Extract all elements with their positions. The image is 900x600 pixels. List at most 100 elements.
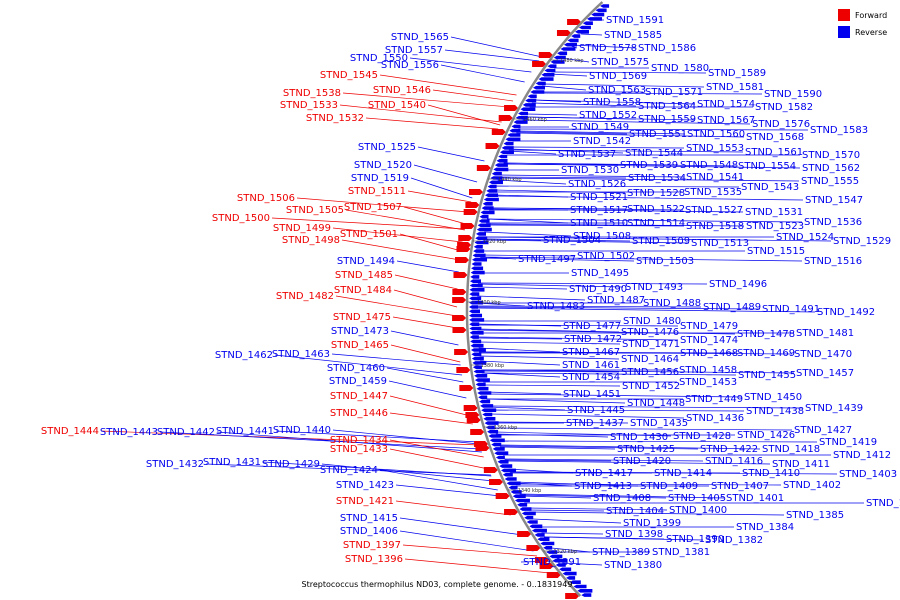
label-connector-line xyxy=(477,307,816,313)
gene-label-reverse: STND_1440 xyxy=(273,425,331,436)
label-connector-line xyxy=(509,471,838,475)
reverse-gene-arrow-80 xyxy=(470,348,486,352)
reverse-gene-arrow-49 xyxy=(479,214,489,219)
label-connector-line xyxy=(389,395,471,417)
label-connector-line xyxy=(537,92,763,95)
gene-label-forward: STND_1501 xyxy=(340,229,398,240)
label-connector-line xyxy=(339,104,502,123)
label-connector-line xyxy=(440,64,525,83)
gene-label-reverse: STND_1409 xyxy=(640,481,698,492)
label-connector-line xyxy=(394,274,458,290)
reverse-gene-arrow-13 xyxy=(550,60,565,64)
label-connector-line xyxy=(503,163,801,169)
label-connector-line xyxy=(516,131,628,135)
reverse-gene-arrow-51 xyxy=(477,223,491,228)
label-connector-line xyxy=(493,427,793,431)
label-connector-line xyxy=(499,174,685,178)
reverse-gene-arrow-84 xyxy=(472,365,482,369)
forward-gene-arrow-34 xyxy=(504,509,519,515)
reverse-gene-arrow-88 xyxy=(475,382,486,387)
label-connector-line xyxy=(399,233,462,252)
gene-label-reverse: STND_1413 xyxy=(574,481,632,492)
gene-label-reverse: STND_1528 xyxy=(627,188,685,199)
kbp-ticks: 1480 kbp 1460 kbp 1440 kbp 1420 kbp 1400 kbp… xyxy=(467,58,584,555)
gene-label-reverse: STND_1472 xyxy=(564,334,622,345)
label-connector-line xyxy=(480,256,803,262)
gene-label-reverse: STND_1390 xyxy=(666,534,724,545)
forward-gene-arrow-6 xyxy=(491,129,506,135)
gene-label-reverse: STND_1516 xyxy=(804,256,862,267)
gene-label-reverse: STND_1515 xyxy=(747,246,805,257)
forward-gene-arrow-9 xyxy=(469,189,484,195)
gene-label-reverse: STND_1442 xyxy=(157,427,215,438)
reverse-gene-arrow-38 xyxy=(493,167,509,172)
gene-label-reverse: STND_1385 xyxy=(786,510,844,521)
gene-label-reverse: STND_1561 xyxy=(745,147,803,158)
gene-label-reverse: STND_1549 xyxy=(571,122,629,133)
reverse-gene-arrow-56 xyxy=(473,245,483,249)
reverse-gene-arrow-7 xyxy=(571,34,581,38)
reverse-gene-arrow-2 xyxy=(591,12,605,17)
label-connector-line xyxy=(403,206,467,225)
kbp-tick-label: 1340 kbp xyxy=(518,488,542,494)
gene-label-reverse: STND_1548 xyxy=(680,160,738,171)
label-connector-line xyxy=(498,176,627,179)
gene-label-reverse: STND_1480 xyxy=(623,316,681,327)
gene-label-reverse: STND_1422 xyxy=(700,444,758,455)
label-connector-line xyxy=(341,239,461,261)
gene-label-forward: STND_1546 xyxy=(373,85,431,96)
gene-label-reverse: STND_1460 xyxy=(327,363,385,374)
reverse-gene-arrow-24 xyxy=(520,107,536,111)
reverse-gene-arrow-52 xyxy=(476,227,492,232)
label-connector-line xyxy=(487,218,803,223)
label-connector-line xyxy=(505,460,771,465)
label-connector-line xyxy=(504,458,704,462)
label-connector-line xyxy=(533,99,696,105)
gene-label-reverse: STND_1401 xyxy=(726,493,784,504)
gene-label-reverse: STND_1425 xyxy=(617,444,675,455)
gene-label-reverse: STND_1398 xyxy=(605,529,663,540)
reverse-gene-arrow-90 xyxy=(477,391,492,395)
gene-label-reverse: STND_1429 xyxy=(262,459,320,470)
gene-label-reverse: STND_1536 xyxy=(804,217,862,228)
gene-label-reverse: STND_1553 xyxy=(686,143,744,154)
label-connector-line xyxy=(477,323,562,327)
label-connector-line xyxy=(410,177,473,199)
gene-label-reverse: STND_1470 xyxy=(794,349,852,360)
label-connector-line xyxy=(477,324,679,327)
forward-gene-arrow-1 xyxy=(556,30,571,36)
gene-label-reverse: STND_1527 xyxy=(685,205,743,216)
reverse-gene-arrow-16 xyxy=(541,73,555,77)
gene-label-reverse: STND_1496 xyxy=(709,279,767,290)
gene-label-reverse: STND_1468 xyxy=(680,348,738,359)
gene-label-reverse: STND_1476 xyxy=(621,327,679,338)
reverse-gene-arrow-53 xyxy=(475,232,486,236)
gene-label-reverse: STND_1567 xyxy=(697,115,755,126)
gene-label-forward: STND_1396 xyxy=(345,554,403,565)
reverse-gene-arrow-63 xyxy=(470,275,480,279)
gene-label-forward: STND_1434 xyxy=(330,435,388,446)
gene-features xyxy=(452,4,610,599)
label-connector-line xyxy=(477,306,761,310)
label-connector-line xyxy=(581,33,603,36)
gene-label-reverse: STND_1586 xyxy=(638,43,696,54)
gene-label-reverse: STND_1525 xyxy=(358,142,416,153)
forward-gene-arrow-18 xyxy=(452,289,467,295)
gene-label-forward: STND_1433 xyxy=(330,444,388,455)
reverse-gene-arrow-9 xyxy=(563,42,577,47)
forward-gene-arrow-28 xyxy=(470,429,485,435)
gene-label-reverse: STND_1469 xyxy=(737,348,795,359)
kbp-tick-label: 1400 kbp xyxy=(477,300,501,306)
gene-label-forward: STND_1421 xyxy=(336,496,394,507)
label-connector-line xyxy=(395,500,511,516)
forward-gene-arrow-21 xyxy=(452,327,467,333)
label-connector-line xyxy=(494,189,626,194)
reverse-gene-arrow-68 xyxy=(469,296,482,301)
gene-label-reverse: STND_1382 xyxy=(705,535,763,546)
reverse-gene-arrow-101 xyxy=(489,438,505,443)
reverse-gene-arrow-114 xyxy=(512,494,526,498)
label-connector-line xyxy=(481,372,737,376)
reverse-gene-arrow-30 xyxy=(507,133,521,137)
gene-label-reverse: STND_1455 xyxy=(738,370,796,381)
reverse-gene-arrow-8 xyxy=(567,38,579,43)
